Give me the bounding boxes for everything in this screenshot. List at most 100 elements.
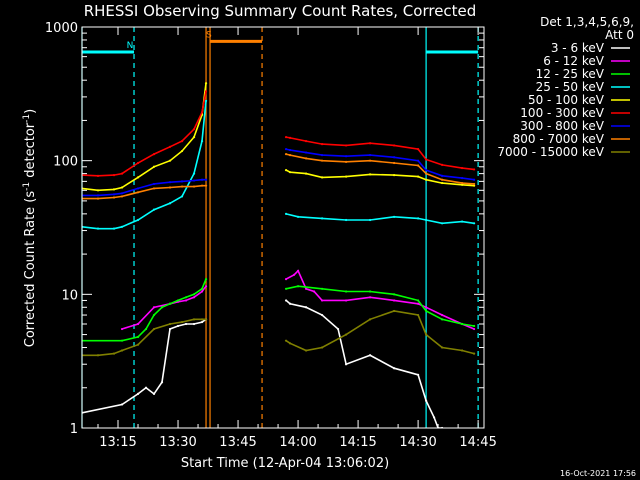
y-axis-label-sup2: -1 [22, 114, 32, 123]
legend-label-3: 25 - 50 keV [536, 80, 605, 94]
series-1-point-11 [296, 269, 300, 272]
series-8-point-9 [200, 318, 204, 321]
series-8-point-12 [288, 342, 292, 345]
series-2-point-1 [120, 339, 124, 342]
y-tick-label-2: 100 [53, 155, 78, 170]
series-5-point-21 [461, 166, 464, 170]
legend-label-7: 800 - 7000 keV [513, 132, 605, 146]
series-7-point-18 [417, 164, 420, 167]
series-4-point-6 [168, 159, 172, 162]
series-2-point-8 [184, 296, 188, 299]
series-0-point-15 [320, 313, 324, 317]
x-tick-label-5: 14:30 [399, 435, 436, 450]
series-3-point-11 [284, 212, 288, 215]
series-8-point-2 [112, 352, 116, 355]
y-axis-label: Corrected Count Rate (s-1 detector-1) [22, 109, 38, 347]
series-8-point-10 [204, 318, 208, 321]
series-7-point-8 [192, 185, 196, 188]
series-2-point-18 [417, 299, 420, 302]
series-6-point-14 [320, 154, 324, 157]
series-3-point-15 [368, 218, 372, 222]
series-4-point-4 [136, 176, 140, 179]
series-group [82, 82, 476, 428]
series-7-point-10 [204, 184, 208, 187]
series-2-point-22 [473, 324, 476, 328]
series-8-point-22 [473, 352, 476, 355]
annotation-label-night: N [127, 41, 134, 51]
series-7-point-3 [120, 195, 124, 198]
y-tick-label-0: 1 [70, 422, 78, 437]
series-2-point-20 [441, 318, 444, 321]
legend-label-8: 7000 - 15000 keV [497, 145, 604, 159]
series-6-point-6 [168, 181, 172, 184]
series-7-point-12 [288, 154, 292, 157]
y-tick-label-1: 10 [61, 288, 78, 303]
series-6-point-7 [180, 180, 184, 183]
series-0-point-5 [160, 381, 164, 384]
legend-label-6: 300 - 800 keV [520, 119, 604, 133]
series-8-point-18 [417, 313, 420, 317]
series-4-point-18 [417, 175, 420, 178]
series-7-point-19 [425, 172, 428, 175]
series-0-point-18 [368, 354, 372, 357]
series-0-point-17 [344, 363, 348, 366]
series-6-point-21 [461, 177, 464, 180]
series-0-point-8 [184, 322, 188, 326]
series-0-point-1 [120, 403, 124, 406]
series-5-point-5 [152, 152, 156, 156]
series-3-point-5 [152, 208, 156, 211]
series-5-point-9 [200, 111, 204, 114]
series-1-point-0 [120, 327, 124, 331]
legend-header-detectors: Det 1,3,4,5,6,9, [540, 15, 634, 29]
series-5-point-11 [284, 136, 288, 139]
series-1-point-7 [200, 290, 204, 293]
series-5-point-22 [473, 168, 476, 171]
series-3-point-18 [425, 218, 428, 222]
series-6-point-2 [112, 193, 116, 196]
series-6-point-19 [425, 169, 428, 172]
series-1-point-9 [284, 278, 288, 281]
x-tick-label-4: 14:15 [339, 435, 376, 450]
series-5-point-19 [425, 158, 428, 161]
series-6-point-9 [200, 178, 204, 181]
series-5-point-10 [204, 90, 208, 93]
x-axis-label: Start Time (12-Apr-04 13:06:02) [181, 456, 389, 471]
series-5-point-17 [392, 144, 396, 147]
series-6-point-18 [417, 159, 420, 162]
series-3-point-1 [96, 227, 100, 230]
series-3-point-21 [473, 222, 476, 225]
series-5-point-18 [417, 148, 420, 151]
series-4-point-10 [204, 82, 208, 85]
series-4-point-19 [425, 178, 428, 181]
series-7-point-21 [461, 181, 464, 185]
series-6-point-3 [120, 192, 124, 195]
series-1-point-14 [320, 299, 324, 302]
annotation-label-saa: S [206, 30, 212, 40]
series-2-point-9 [192, 293, 196, 296]
y-axis-label-main: Corrected Count Rate (s [23, 191, 38, 348]
series-1-point-5 [184, 299, 188, 302]
series-2-point-16 [368, 290, 372, 293]
series-8-point-15 [344, 333, 348, 336]
series-4-point-7 [180, 149, 184, 153]
series-1-point-18 [417, 302, 420, 305]
series-1-point-2 [152, 306, 156, 309]
series-4-point-5 [152, 165, 156, 168]
series-0-point-14 [304, 306, 308, 309]
series-5-point-15 [344, 144, 348, 147]
series-2-point-3 [144, 327, 148, 331]
series-7-point-5 [152, 187, 156, 190]
series-6-point-12 [288, 148, 292, 152]
axes: 13:15 13:30 13:45 14:00 14:15 14:30 14:45 1 10 10… [45, 21, 497, 450]
series-8-point-11 [284, 339, 288, 342]
y-axis-label-end: ) [23, 109, 38, 114]
series-1-point-17 [392, 299, 396, 302]
series-4-point-14 [320, 176, 324, 179]
legend-label-2: 12 - 25 keV [536, 67, 605, 81]
series-1-point-22 [473, 327, 476, 331]
series-0-point-13 [288, 302, 292, 305]
series-5-point-6 [168, 145, 172, 148]
series-7-point-7 [180, 185, 184, 188]
x-tick-label-2: 13:45 [219, 435, 256, 450]
series-3-point-12 [296, 215, 300, 218]
